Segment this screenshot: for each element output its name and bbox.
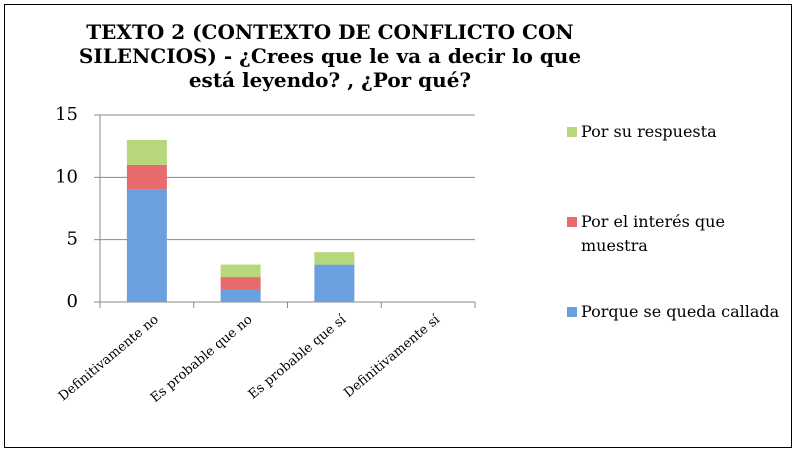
bar-segment [220, 289, 261, 302]
bar-segment [220, 277, 261, 290]
x-tick-label: Definitivamente no [56, 312, 162, 404]
legend-label: Por su respuesta [581, 122, 717, 141]
y-tick-label: 0 [67, 291, 78, 312]
x-tick-label: Definitivamente sí [341, 312, 443, 401]
legend-item: Porque se queda callada [567, 300, 781, 324]
x-tick-label: Es probable que sí [246, 312, 350, 403]
legend-item: Por su respuesta [567, 120, 781, 144]
bar-segment [314, 264, 355, 302]
y-tick-label: 5 [67, 229, 78, 250]
legend-label: Por el interés que muestra [581, 212, 725, 255]
bar-segment [126, 139, 167, 165]
bar-segment [314, 252, 355, 265]
legend-swatch [567, 127, 577, 137]
legend-label: Porque se queda callada [581, 302, 780, 321]
x-tick-label: Es probable que no [148, 312, 256, 406]
legend-item: Por el interés que muestra [567, 210, 781, 258]
bar-segment [220, 264, 261, 278]
legend-swatch [567, 217, 577, 227]
bar-segment [126, 189, 167, 302]
y-tick-label: 10 [55, 166, 78, 187]
chart-title: TEXTO 2 (CONTEXTO DE CONFLICTO CON SILEN… [78, 20, 582, 92]
bar-segment [126, 164, 167, 190]
legend-swatch [567, 307, 577, 317]
y-tick-label: 15 [55, 104, 78, 125]
chart-frame [4, 4, 792, 448]
